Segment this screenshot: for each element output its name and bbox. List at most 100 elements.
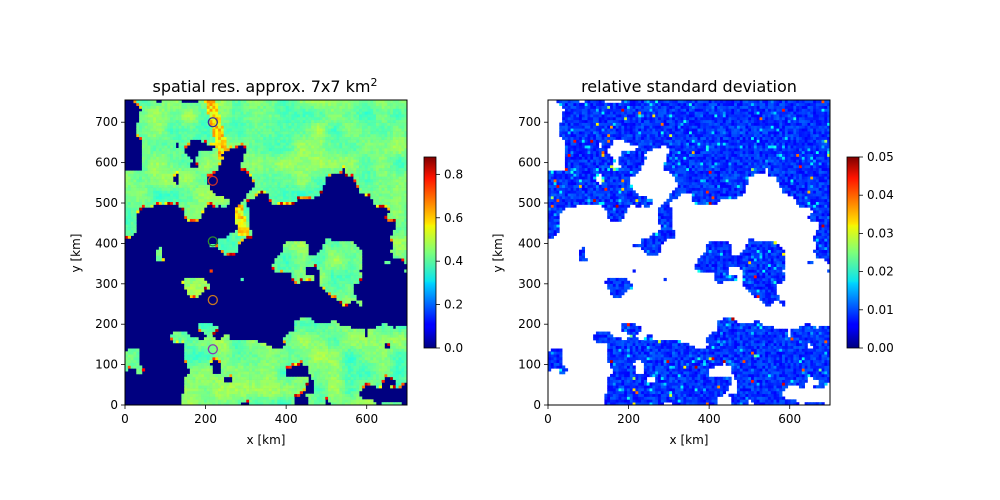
heatmap-cell [325,159,329,163]
heatmap-cell [243,201,247,205]
heatmap-cell [184,131,188,135]
heatmap-cell [353,354,357,358]
heatmap-cell [342,286,346,290]
heatmap-cell [325,390,329,395]
heatmap-cell [189,193,194,197]
heatmap-cell [192,359,196,363]
heatmap-cell [280,159,284,163]
heatmap-cell [234,249,239,253]
heatmap-cell [398,337,402,341]
heatmap-cell [192,371,196,375]
heatmap-cell [288,362,292,366]
heatmap-cell [195,128,199,132]
heatmap-cell [198,385,202,389]
heatmap-cell [336,323,340,327]
heatmap-cell [367,342,371,347]
heatmap-cell [170,176,174,180]
heatmap-cell [266,351,270,355]
heatmap-cell [395,244,399,248]
heatmap-cell [328,371,332,375]
heatmap-cell [330,373,335,378]
heatmap-cell [268,145,272,149]
heatmap-cell [266,371,270,375]
heatmap-cell [387,334,391,338]
heatmap-cell [339,300,343,304]
heatmap-cell [153,153,157,157]
heatmap-cell [158,136,163,140]
heatmap-cell [342,255,346,259]
heatmap-cell [305,337,309,341]
heatmap-cell [370,179,374,183]
heatmap-cell [387,340,391,344]
heatmap-cell [404,198,408,203]
heatmap-cell [223,368,227,372]
heatmap-cell [350,136,354,140]
heatmap-cell [291,133,295,138]
heatmap-cell [322,379,326,383]
heatmap-cell [158,246,163,251]
heatmap-cell [203,159,208,163]
heatmap-cell [344,373,349,378]
heatmap-cell [316,263,320,267]
heatmap-cell [322,249,326,253]
heatmap-cell [266,365,270,369]
heatmap-cell [313,337,318,341]
heatmap-cell [375,365,380,369]
heatmap-cell [234,382,239,386]
heatmap-cell [263,170,267,174]
heatmap-cell [333,289,337,293]
heatmap-cell [249,164,253,169]
heatmap-cell [257,371,261,375]
heatmap-cell [322,334,326,338]
heatmap-cell [206,131,210,135]
heatmap-cell [299,181,304,186]
heatmap-cell [271,167,275,171]
heatmap-cell [398,325,402,330]
heatmap-cell [291,258,295,262]
heatmap-cell [359,142,363,146]
heatmap-cell [187,218,191,222]
heatmap-cell [254,164,258,169]
heatmap-cell [305,393,309,397]
heatmap-cell [333,246,337,251]
heatmap-cell [356,179,360,183]
heatmap-cell [280,371,284,375]
heatmap-cell [322,133,326,138]
heatmap-cell [330,139,335,143]
heatmap-cell [260,379,264,383]
heatmap-cell [237,390,241,395]
heatmap-cell [130,229,134,234]
heatmap-cell [387,368,391,372]
heatmap-cell [353,255,357,259]
heatmap-cell [395,371,399,375]
heatmap-cell [347,334,351,338]
heatmap-cell [136,196,140,200]
heatmap-cell [198,286,202,290]
heatmap-cell [201,323,205,327]
heatmap-cell [266,153,270,157]
heatmap-cell [350,139,354,143]
heatmap-cell [189,170,194,174]
heatmap-cell [398,131,402,135]
heatmap-cell [187,390,191,395]
heatmap-cell [249,235,253,239]
heatmap-cell [209,133,213,138]
heatmap-cell [187,173,191,177]
heatmap-cell [319,376,323,380]
heatmap-cell [373,190,377,194]
heatmap-cell [336,136,340,140]
heatmap-cell [404,150,408,154]
heatmap-cell [125,198,129,203]
heatmap-cell [209,382,213,386]
heatmap-cell [206,190,210,194]
heatmap-cell [302,379,306,383]
heatmap-cell [395,351,399,355]
heatmap-cell [282,340,287,344]
heatmap-cell [350,345,354,349]
heatmap-cell [150,167,154,171]
heatmap-cell [392,150,397,154]
heatmap-cell [342,328,346,332]
heatmap-cell [229,396,233,400]
heatmap-cell [367,148,371,152]
heatmap-cell [344,139,349,143]
